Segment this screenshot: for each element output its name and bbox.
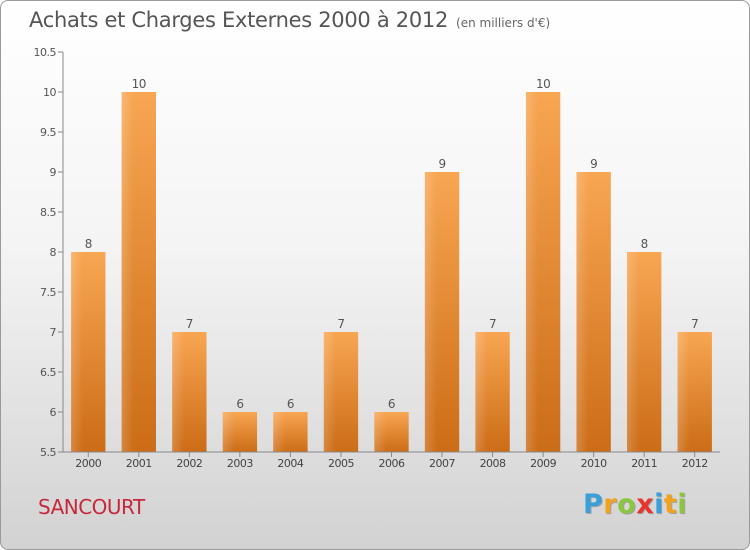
y-tick-label: 7.5: [40, 286, 56, 299]
logo-letter: o: [617, 489, 637, 520]
proxiti-logo: Proxiti: [583, 489, 687, 520]
bar-highlight: [323, 332, 336, 452]
bar-highlight: [374, 412, 387, 452]
bar-highlight: [121, 92, 134, 452]
data-label: 6: [287, 397, 294, 411]
x-tick-label: 2001: [126, 457, 152, 470]
bar-highlight: [475, 332, 488, 452]
x-tick-label: 2004: [277, 457, 303, 470]
data-label: 9: [590, 157, 597, 171]
commune-name: SANCOURT: [38, 495, 145, 519]
logo-letter: x: [636, 489, 655, 520]
y-tick-label: 8.5: [40, 206, 56, 219]
y-tick-label: 5.5: [40, 446, 56, 459]
logo-letter: t: [663, 489, 678, 520]
data-label: 6: [236, 397, 243, 411]
data-label: 10: [132, 77, 146, 91]
x-tick-label: 2012: [682, 457, 708, 470]
y-axis: 5.5 6 6.5 7 7.5 8 8.5 9 9.5 10 10.5: [34, 46, 64, 459]
data-label: 9: [438, 157, 445, 171]
bar-highlight: [576, 172, 589, 452]
x-tick-label: 2009: [530, 457, 556, 470]
x-tick-label: 2006: [379, 457, 405, 470]
y-tick-label: 7: [50, 326, 57, 339]
y-tick-label: 8: [50, 246, 57, 259]
bar-highlight: [71, 252, 84, 452]
x-tick-label: 2005: [328, 457, 354, 470]
y-tick-label: 10.5: [34, 46, 57, 59]
y-tick-label: 6: [50, 406, 57, 419]
data-label: 8: [641, 237, 648, 251]
data-label: 8: [85, 237, 92, 251]
logo-letter: i: [677, 489, 688, 520]
data-label: 10: [536, 77, 550, 91]
x-tick-label: 2010: [581, 457, 607, 470]
x-tick-label: 2002: [176, 457, 202, 470]
x-axis: 2000 2001 2002 2003 2004 2005 2006 2007 2008 2009…: [63, 451, 720, 470]
bars-group: 8 10 7 6 6 7 6 9 7 10 9 8 7: [71, 77, 712, 452]
x-tick-label: 2008: [480, 457, 506, 470]
bar-highlight: [627, 252, 640, 452]
logo-letter: r: [603, 489, 618, 520]
bar-highlight: [424, 172, 437, 452]
data-label: 6: [388, 397, 395, 411]
data-label: 7: [337, 317, 344, 331]
data-label: 7: [691, 317, 698, 331]
bar-highlight: [172, 332, 185, 452]
bar-highlight: [273, 412, 286, 452]
logo-letter: i: [654, 489, 664, 520]
bar-highlight: [222, 412, 235, 452]
data-label: 7: [186, 317, 193, 331]
x-tick-label: 2003: [227, 457, 253, 470]
bar-highlight: [525, 92, 538, 452]
y-tick-label: 9: [50, 166, 57, 179]
y-tick-label: 6.5: [40, 366, 56, 379]
y-tick-label: 10: [43, 86, 56, 99]
chart-subtitle: (en milliers d'€): [456, 16, 551, 30]
data-label: 7: [489, 317, 496, 331]
x-tick-label: 2007: [429, 457, 455, 470]
x-tick-label: 2000: [75, 457, 101, 470]
x-tick-label: 2011: [631, 457, 657, 470]
logo-letter: P: [583, 489, 604, 520]
title-text: Achats et Charges Externes 2000 à 2012: [29, 8, 449, 32]
chart-title: Achats et Charges Externes 2000 à 2012 (e…: [29, 8, 550, 32]
y-tick-label: 9.5: [40, 126, 56, 139]
bar-highlight: [677, 332, 690, 452]
